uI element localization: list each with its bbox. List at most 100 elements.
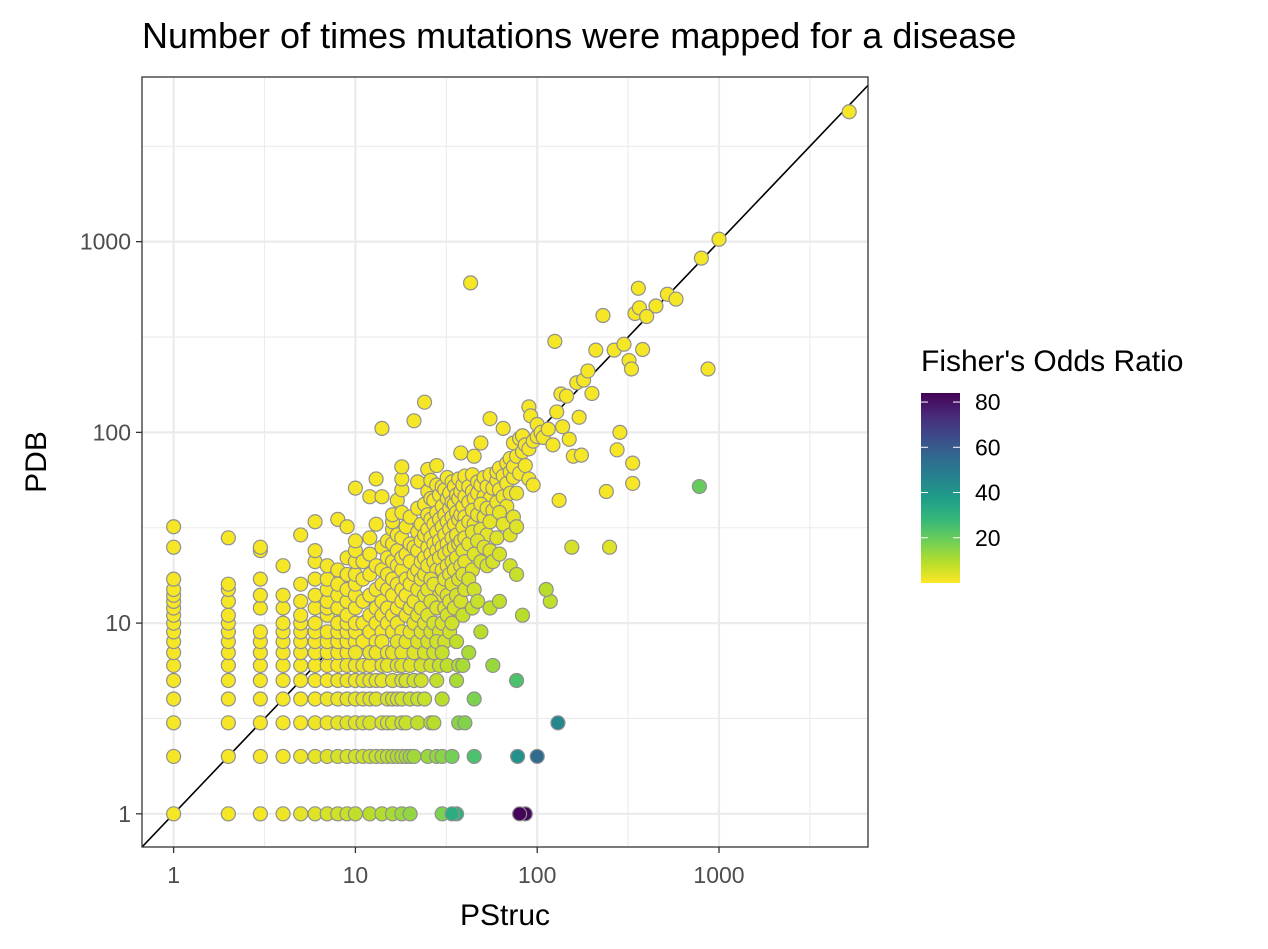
data-point xyxy=(561,431,577,447)
data-point xyxy=(275,691,291,707)
data-point xyxy=(571,409,587,425)
data-point xyxy=(601,539,618,555)
y-tick-label: 10 xyxy=(105,610,131,636)
data-point xyxy=(564,539,580,555)
data-point xyxy=(252,657,268,674)
data-point xyxy=(347,806,364,822)
data-point xyxy=(275,587,291,603)
legend-title: Fisher's Odds Ratio xyxy=(921,345,1184,378)
data-point xyxy=(293,806,309,822)
data-point xyxy=(293,657,309,674)
data-point xyxy=(555,419,571,435)
data-point xyxy=(639,308,655,325)
data-point xyxy=(275,672,291,689)
x-tick-label: 100 xyxy=(518,862,556,888)
data-point xyxy=(625,475,641,492)
data-point xyxy=(166,519,182,535)
data-point xyxy=(609,442,625,458)
data-point xyxy=(275,715,291,731)
data-point xyxy=(461,645,477,661)
data-point xyxy=(416,394,433,410)
data-point xyxy=(508,519,525,535)
data-point xyxy=(252,587,268,603)
data-point xyxy=(347,645,364,661)
legend-tick-label: 40 xyxy=(975,480,1001,506)
data-point xyxy=(293,672,309,689)
legend-tick-label: 20 xyxy=(975,525,1001,551)
data-point xyxy=(511,806,528,822)
data-point xyxy=(453,445,469,461)
chart-title: Number of times mutations were mapped fo… xyxy=(142,15,1016,56)
data-point xyxy=(580,363,596,379)
data-point xyxy=(413,672,429,689)
data-point xyxy=(347,533,364,549)
data-point xyxy=(166,539,182,555)
data-point xyxy=(525,477,541,493)
data-point xyxy=(509,748,526,765)
data-point xyxy=(293,691,309,707)
data-point xyxy=(693,250,709,266)
y-axis-title: PDB xyxy=(20,431,53,493)
data-point xyxy=(668,291,684,307)
x-tick-label: 1000 xyxy=(693,862,744,888)
data-point xyxy=(623,361,640,377)
data-point xyxy=(549,404,565,420)
data-point xyxy=(473,435,489,451)
data-point xyxy=(691,478,707,495)
data-point xyxy=(166,806,182,822)
data-point xyxy=(166,657,182,674)
x-axis-title: PStruc xyxy=(460,899,550,932)
data-point xyxy=(166,691,182,707)
data-point xyxy=(252,571,268,587)
data-point xyxy=(252,624,268,640)
data-point xyxy=(550,715,566,731)
data-point xyxy=(220,715,236,731)
data-point xyxy=(648,298,664,314)
data-point xyxy=(508,485,525,501)
data-point xyxy=(444,615,460,631)
data-point xyxy=(275,615,291,631)
data-point xyxy=(711,231,727,247)
y-tick-label: 100 xyxy=(93,419,131,445)
data-point xyxy=(547,333,563,349)
data-point xyxy=(307,587,323,603)
data-point xyxy=(252,672,268,689)
data-point xyxy=(584,385,600,402)
data-point xyxy=(495,420,511,436)
data-point xyxy=(635,341,651,358)
legend: Fisher's Odds Ratio 20 40 60 80 xyxy=(921,345,1184,583)
data-point xyxy=(220,530,236,546)
data-point xyxy=(573,447,589,463)
data-point xyxy=(540,421,556,437)
data-point xyxy=(368,516,384,532)
data-point xyxy=(630,280,646,296)
data-point xyxy=(426,715,442,731)
data-point xyxy=(485,657,501,674)
data-point xyxy=(307,542,323,559)
data-point xyxy=(293,715,309,731)
data-point xyxy=(455,657,471,674)
x-tick-label: 10 xyxy=(343,862,369,888)
data-point xyxy=(362,546,378,562)
data-point xyxy=(275,806,291,822)
data-point xyxy=(307,514,323,530)
data-point xyxy=(466,691,482,707)
data-point xyxy=(595,307,611,324)
data-point xyxy=(394,459,410,475)
data-point xyxy=(508,672,525,689)
data-point xyxy=(293,527,309,543)
data-point xyxy=(252,691,268,707)
legend-tick-label: 60 xyxy=(975,434,1001,460)
data-point xyxy=(625,455,641,471)
data-point xyxy=(368,471,384,487)
data-point xyxy=(220,657,236,674)
data-point xyxy=(482,411,498,427)
y-axis-ticks: 1 10 100 1000 xyxy=(80,229,142,827)
data-point xyxy=(434,691,450,707)
data-point xyxy=(491,593,508,609)
data-point xyxy=(558,388,575,404)
data-point xyxy=(462,275,479,291)
data-point xyxy=(473,624,489,640)
data-point xyxy=(374,489,390,505)
